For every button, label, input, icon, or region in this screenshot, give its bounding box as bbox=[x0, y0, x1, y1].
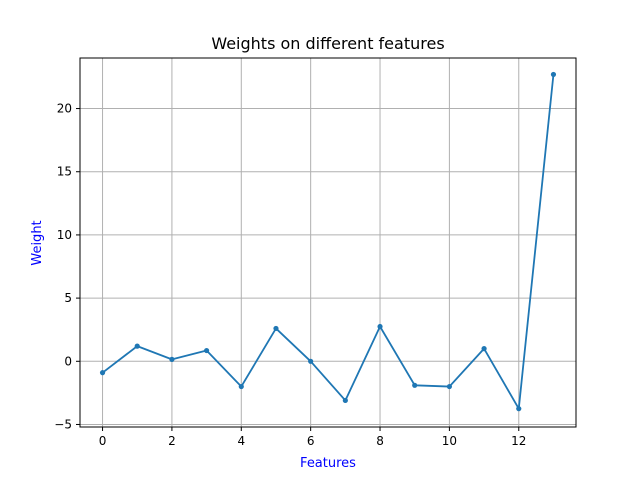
data-point bbox=[273, 325, 279, 332]
x-tick-label: 2 bbox=[168, 434, 176, 448]
y-tick-label: 10 bbox=[57, 228, 72, 242]
y-tick-label: −5 bbox=[54, 417, 72, 431]
y-tick-label: 20 bbox=[57, 102, 72, 116]
x-tick-label: 0 bbox=[99, 434, 107, 448]
data-point bbox=[446, 383, 452, 390]
x-tick-label: 12 bbox=[511, 434, 526, 448]
data-point bbox=[377, 323, 383, 330]
series-layer bbox=[99, 71, 557, 412]
series-line bbox=[101, 74, 555, 410]
data-point bbox=[516, 406, 522, 412]
data-point bbox=[169, 356, 175, 362]
x-tick-label: 10 bbox=[442, 434, 457, 448]
data-point bbox=[481, 346, 487, 352]
axis-ticks: 0 2 4 6 8 10 12 −5 0 5 10 15 20 bbox=[54, 102, 526, 448]
chart-title: Weights on different features bbox=[211, 34, 444, 53]
x-tick-label: 6 bbox=[307, 434, 315, 448]
data-point bbox=[550, 71, 557, 78]
y-axis-label: Weight bbox=[30, 220, 45, 265]
x-tick-label: 4 bbox=[237, 434, 245, 448]
y-tick-label: 5 bbox=[64, 291, 72, 305]
data-point bbox=[342, 397, 348, 404]
y-tick-label: 0 bbox=[64, 354, 72, 368]
x-axis-label: Features bbox=[300, 456, 356, 471]
data-point bbox=[99, 370, 106, 376]
plot-frame bbox=[79, 57, 577, 428]
y-tick-label: 15 bbox=[57, 165, 72, 179]
data-point bbox=[308, 358, 314, 364]
data-point bbox=[412, 382, 418, 388]
data-point bbox=[134, 343, 140, 349]
x-tick-label: 8 bbox=[376, 434, 384, 448]
grid-lines bbox=[80, 58, 576, 427]
data-point bbox=[204, 347, 210, 354]
data-point bbox=[238, 383, 244, 390]
